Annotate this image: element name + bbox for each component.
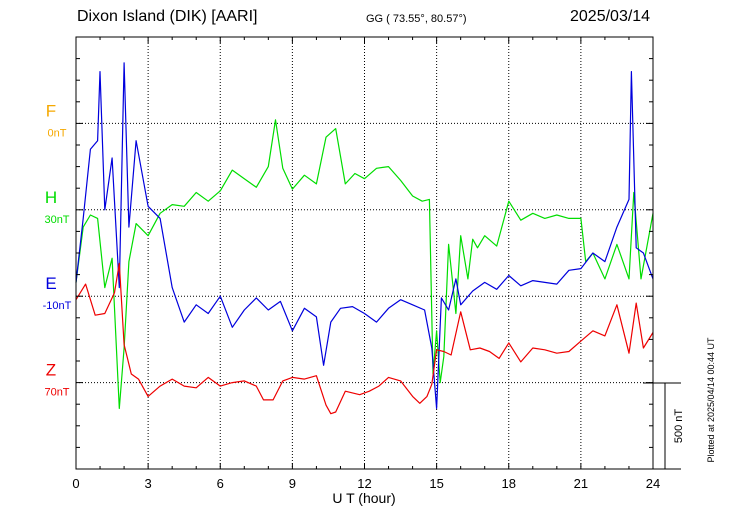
trace-H bbox=[75, 119, 654, 410]
channel-name-Z: Z bbox=[46, 361, 56, 380]
axis-ticks bbox=[75, 36, 654, 470]
channel-baseline-H: 30nT bbox=[44, 214, 69, 226]
channel-labels: F 0nT H 30nT E -10nT Z 70nT bbox=[43, 101, 72, 398]
x-tick-label: 21 bbox=[574, 476, 588, 491]
x-tick-label: 15 bbox=[429, 476, 443, 491]
channel-name-H: H bbox=[45, 188, 57, 207]
scale-bar-label: 500 nT bbox=[673, 409, 685, 444]
channel-baseline-F: 0nT bbox=[48, 127, 67, 139]
x-tick-label: 9 bbox=[289, 476, 296, 491]
x-tick-label: 24 bbox=[646, 476, 660, 491]
geographic-coordinates: GG ( 73.55°, 80.57°) bbox=[366, 13, 467, 25]
plot-timestamp: Plotted at 2025/04/14 00:44 UT bbox=[706, 337, 716, 463]
channel-baseline-E: -10nT bbox=[43, 300, 72, 312]
trace-E bbox=[75, 62, 654, 410]
channel-name-F: F bbox=[46, 101, 56, 120]
plot-date: 2025/03/14 bbox=[570, 8, 651, 25]
x-tick-labels: 0 3 6 9 12 15 18 21 24 bbox=[72, 476, 660, 491]
grid-lines bbox=[76, 37, 653, 469]
x-tick-label: 0 bbox=[72, 476, 79, 491]
x-axis-label: U T (hour) bbox=[332, 490, 395, 506]
station-title: Dixon Island (DIK) [AARI] bbox=[77, 8, 258, 25]
channel-name-E: E bbox=[45, 274, 56, 293]
x-tick-label: 6 bbox=[217, 476, 224, 491]
channel-baseline-Z: 70nT bbox=[44, 387, 69, 399]
x-tick-label: 18 bbox=[502, 476, 516, 491]
x-tick-label: 12 bbox=[357, 476, 371, 491]
data-traces bbox=[75, 62, 654, 415]
scale-bar: 500 nT bbox=[643, 382, 685, 470]
trace-Z bbox=[75, 262, 654, 415]
x-tick-label: 3 bbox=[145, 476, 152, 491]
